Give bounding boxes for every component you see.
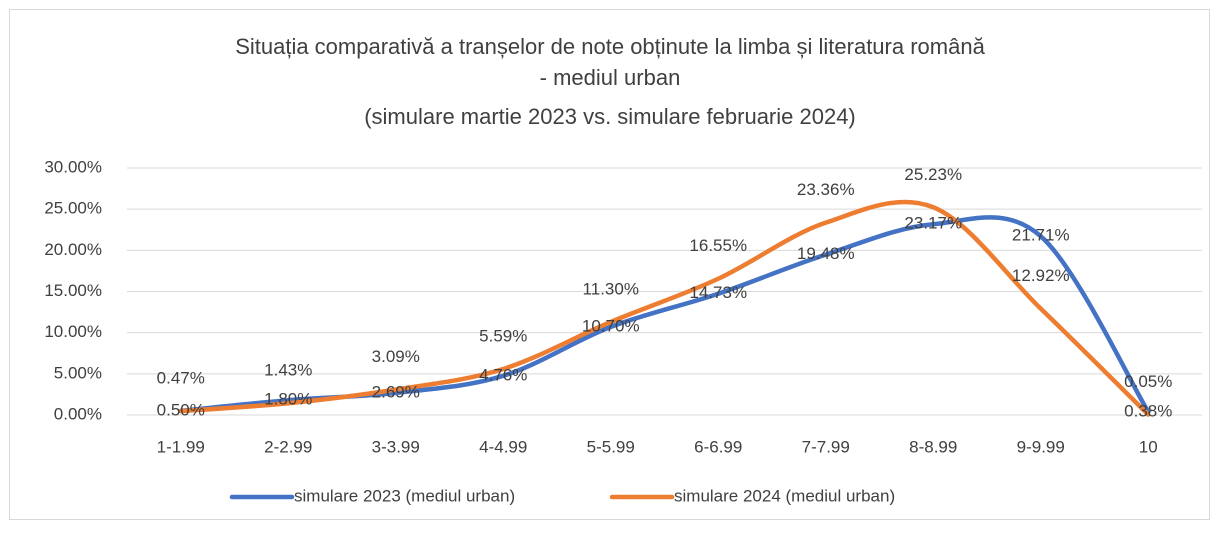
legend-label: simulare 2023 (mediul urban) (294, 486, 515, 505)
x-tick-label: 7-7.99 (802, 437, 850, 456)
y-tick-label: 20.00% (44, 240, 102, 259)
x-tick-label: 2-2.99 (264, 437, 312, 456)
y-tick-label: 0.00% (54, 404, 102, 423)
data-label: 23.36% (797, 180, 855, 199)
chart-title: - mediul urban (540, 65, 681, 90)
data-label: 12.92% (1012, 266, 1070, 285)
data-label: 1.43% (264, 361, 312, 380)
data-label: 4.76% (479, 365, 527, 384)
data-label: 0.50% (157, 400, 205, 419)
data-label: 0.38% (1124, 401, 1172, 420)
line-series (178, 199, 1151, 417)
data-label: 14.73% (689, 283, 747, 302)
data-label: 23.17% (904, 214, 962, 233)
chart-border (9, 9, 1210, 520)
data-label: 5.59% (479, 326, 527, 345)
y-tick-label: 10.00% (44, 322, 102, 341)
data-label: 25.23% (904, 165, 962, 184)
x-tick-label: 5-5.99 (587, 437, 635, 456)
data-label: 21.71% (1012, 226, 1070, 245)
data-label: 19.48% (797, 244, 855, 263)
data-label: 16.55% (689, 236, 747, 255)
data-label: 3.09% (372, 347, 420, 366)
x-tick-label: 9-9.99 (1017, 437, 1065, 456)
x-tick-label: 1-1.99 (157, 437, 205, 456)
legend-label: simulare 2024 (mediul urban) (674, 486, 895, 505)
data-label: 10.70% (582, 316, 640, 335)
chart-title: (simulare martie 2023 vs. simulare febru… (364, 104, 856, 129)
y-tick-label: 25.00% (44, 199, 102, 218)
data-label: 2.69% (372, 382, 420, 401)
data-label: 0.05% (1124, 372, 1172, 391)
y-tick-label: 5.00% (54, 363, 102, 382)
y-tick-label: 30.00% (44, 157, 102, 176)
x-tick-label: 10 (1139, 437, 1158, 456)
x-tick-label: 4-4.99 (479, 437, 527, 456)
data-label: 1.80% (264, 390, 312, 409)
y-tick-label: 15.00% (44, 281, 102, 300)
chart-title: Situația comparativă a tranșelor de note… (235, 34, 985, 59)
data-label: 11.30% (583, 279, 639, 298)
x-tick-label: 6-6.99 (694, 437, 742, 456)
data-label: 0.47% (157, 369, 205, 388)
x-tick-label: 8-8.99 (909, 437, 957, 456)
x-tick-label: 3-3.99 (372, 437, 420, 456)
